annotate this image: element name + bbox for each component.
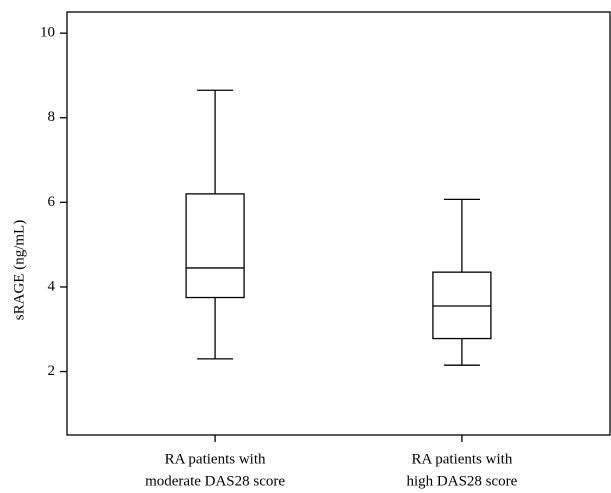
x-tick-label: RA patients with — [411, 451, 512, 467]
box — [185, 193, 245, 299]
y-tick-label: 6 — [48, 194, 56, 210]
y-tick-label: 8 — [48, 109, 56, 125]
y-axis-label: sRAGE (ng/mL) — [11, 220, 27, 320]
x-tick-label: RA patients with — [165, 451, 266, 467]
y-tick-label: 2 — [48, 363, 56, 379]
plot-frame — [66, 11, 611, 436]
x-tick-label: high DAS28 score — [406, 473, 517, 489]
x-tick-label: moderate DAS28 score — [145, 473, 285, 489]
y-tick-label: 4 — [48, 278, 56, 294]
y-tick-label: 10 — [40, 25, 55, 41]
